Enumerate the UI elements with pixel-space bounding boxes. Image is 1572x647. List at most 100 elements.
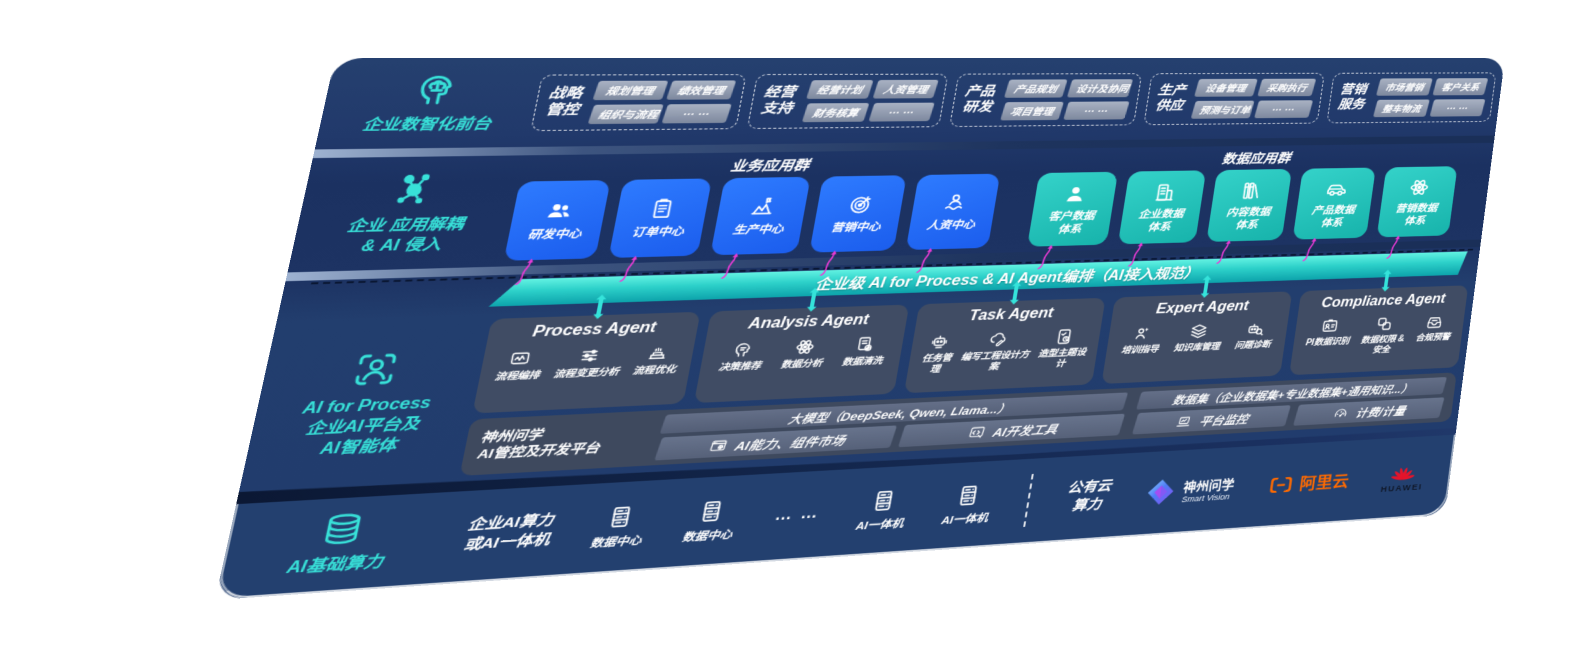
front-group-production: 生产供应 设备管理 采购执行 预测与订单 … … bbox=[1143, 72, 1325, 125]
agent-item-label: 问题诊断 bbox=[1233, 339, 1272, 352]
app-decoupling-band: 企业 应用解耦 & AI 侵入 业务应用群 研发中心 订单中心 bbox=[288, 143, 1494, 273]
smart-vision-icon bbox=[1144, 477, 1179, 508]
tablet-check-icon bbox=[1053, 327, 1076, 346]
data-box-label: 营销数据 体系 bbox=[1394, 201, 1439, 227]
compute-title: AI基础算力 bbox=[285, 553, 385, 578]
data-box-label: 内容数据 体系 bbox=[1225, 205, 1272, 231]
double-arrow-icon bbox=[1198, 275, 1214, 298]
agent-item-label: 数据分析 bbox=[779, 358, 823, 371]
data-app-group: 数据应用群 客户数据 体系 企业数据 体系 bbox=[1026, 147, 1460, 253]
platform-monitor-button: 平台监控 bbox=[1132, 405, 1292, 435]
agent-item-label: 培训指导 bbox=[1120, 344, 1160, 356]
aliyun-logo: 阿里云 bbox=[1267, 469, 1351, 498]
front-office-band: 企业数智化前台 战略管控 规划管理 绩效管理 组织与流程 … … 经营支持 经营… bbox=[315, 58, 1505, 149]
datacenter-node: 数据中心 bbox=[681, 497, 739, 545]
robot-icon bbox=[927, 332, 951, 352]
cloud-pen-icon bbox=[986, 329, 1010, 349]
gauge-icon bbox=[1331, 405, 1351, 421]
smart-vision-sub: Smart Vision bbox=[1180, 492, 1231, 505]
button-label: AI能力、组件市场 bbox=[732, 432, 848, 453]
agent-analysis: Analysis Agent 决策推荐 数据分析 数据清洗 bbox=[694, 287, 910, 404]
double-arrow-icon bbox=[1006, 281, 1024, 305]
huawei-name: HUAWEI bbox=[1379, 482, 1424, 495]
app-box-marketing-center: 营销中心 bbox=[809, 175, 907, 252]
front-pill: 组织与流程 bbox=[587, 103, 664, 124]
public-cloud-text: 公有云 算力 bbox=[1066, 477, 1113, 514]
ellipsis-text: … … bbox=[773, 505, 822, 524]
server-icon bbox=[603, 503, 638, 531]
app-box-production-center: 生产中心 bbox=[710, 176, 811, 255]
huawei-icon bbox=[1390, 460, 1418, 484]
clipboard-icon bbox=[646, 197, 679, 222]
button-label: AI开发工具 bbox=[991, 421, 1060, 440]
compute-label: AI基础算力 bbox=[248, 506, 429, 583]
scan-person-icon bbox=[346, 348, 404, 391]
smart-vision-logo: 神州问学 Smart Vision bbox=[1144, 473, 1236, 507]
link-icon bbox=[1374, 315, 1395, 334]
ai-platform-title: AI for Process 企业AI平台及 AI智能体 bbox=[300, 395, 433, 458]
app-box-order-center: 订单中心 bbox=[608, 178, 713, 258]
car-icon bbox=[1323, 178, 1349, 200]
app-box-label: 生产中心 bbox=[731, 222, 785, 237]
front-pill: 绩效管理 bbox=[666, 79, 737, 100]
agent-item-label: 决策推荐 bbox=[717, 361, 762, 374]
books-icon bbox=[1238, 180, 1265, 203]
agent-title: Compliance Agent bbox=[1320, 291, 1447, 311]
front-group-title: 营销服务 bbox=[1336, 82, 1368, 112]
data-box-marketing: 营销数据 体系 bbox=[1376, 166, 1458, 237]
data-box-customer: 客户数据 体系 bbox=[1027, 171, 1119, 247]
dataset-section: 数据集（企业数据集+专业数据集+通用知识...） 平台监控 计费/计量 bbox=[1132, 377, 1448, 435]
app-box-label: 人资中心 bbox=[925, 218, 976, 232]
people-icon bbox=[543, 199, 577, 224]
data-box-enterprise: 企业数据 体系 bbox=[1117, 170, 1207, 244]
person-icon bbox=[1061, 183, 1090, 206]
app-box-label: 营销中心 bbox=[830, 220, 882, 235]
front-pill: 采购执行 bbox=[1257, 78, 1317, 96]
layers-icon bbox=[1188, 322, 1210, 341]
person-wave-icon bbox=[940, 191, 970, 215]
front-pill: 设备管理 bbox=[1194, 78, 1258, 97]
agent-item-label: 数据清洗 bbox=[841, 356, 884, 368]
app-box-rd-center: 研发中心 bbox=[503, 180, 611, 261]
agent-item-label: 数据权限 & 安全 bbox=[1360, 334, 1405, 355]
front-group-marketing: 营销服务 市场营销 客户关系 整车物流 … … bbox=[1326, 72, 1497, 123]
front-group-product: 产品研发 产品规划 设计及协同 项目管理 … … bbox=[949, 72, 1142, 127]
front-pill: 整车物流 bbox=[1373, 99, 1430, 117]
front-group-title: 生产供应 bbox=[1154, 83, 1187, 114]
button-label: 平台监控 bbox=[1197, 412, 1251, 428]
front-group-strategy: 战略管控 规划管理 绩效管理 组织与流程 … … bbox=[530, 73, 748, 131]
data-box-label: 企业数据 体系 bbox=[1137, 207, 1185, 233]
agent-item-label: 流程优化 bbox=[631, 364, 677, 377]
id-card-icon bbox=[1319, 317, 1340, 336]
front-group-operation: 经营支持 经营计划 人资管理 财务核算 … … bbox=[747, 73, 949, 129]
data-box-product: 产品数据 体系 bbox=[1292, 167, 1376, 240]
data-box-label: 客户数据 体系 bbox=[1047, 209, 1096, 236]
front-group-title: 产品研发 bbox=[961, 83, 997, 115]
front-office-title: 企业数智化前台 bbox=[360, 116, 493, 134]
building-icon bbox=[1151, 181, 1179, 204]
business-app-group: 业务应用群 研发中心 订单中心 bbox=[503, 153, 1004, 267]
double-arrow-icon bbox=[1379, 269, 1394, 292]
node-label: AI一体机 bbox=[854, 517, 905, 533]
front-pill: 项目管理 bbox=[1000, 101, 1064, 121]
front-pill: 经营计划 bbox=[806, 79, 874, 99]
front-pill: 产品规划 bbox=[1003, 79, 1068, 98]
front-pill: 预测与订单 bbox=[1191, 100, 1255, 119]
app-box-label: 研发中心 bbox=[526, 227, 583, 242]
agent-item-label: 知识库管理 bbox=[1172, 342, 1221, 354]
target-icon bbox=[845, 193, 876, 217]
head-chat-icon bbox=[730, 339, 756, 359]
front-office-label: 企业数智化前台 bbox=[315, 58, 546, 149]
front-pill: … … bbox=[1254, 99, 1314, 118]
robot-search-icon bbox=[1244, 320, 1266, 339]
ai-platform-label: AI for Process 企业AI平台及 AI智能体 bbox=[239, 319, 492, 492]
button-label: 计费/计量 bbox=[1353, 403, 1407, 420]
brain-head-icon bbox=[407, 70, 463, 110]
node-label: 数据中心 bbox=[681, 528, 734, 544]
laptop-chart-icon bbox=[1174, 413, 1195, 429]
agent-expert: Expert Agent 培训指导 知识库管理 问题诊断 bbox=[1101, 275, 1292, 384]
aliyun-icon bbox=[1267, 472, 1295, 497]
server-icon bbox=[695, 497, 729, 525]
agent-compliance: Compliance Agent PI数据识别 数据权限 & 安全 合规预警 bbox=[1288, 269, 1469, 376]
double-arrow-icon bbox=[804, 287, 823, 312]
